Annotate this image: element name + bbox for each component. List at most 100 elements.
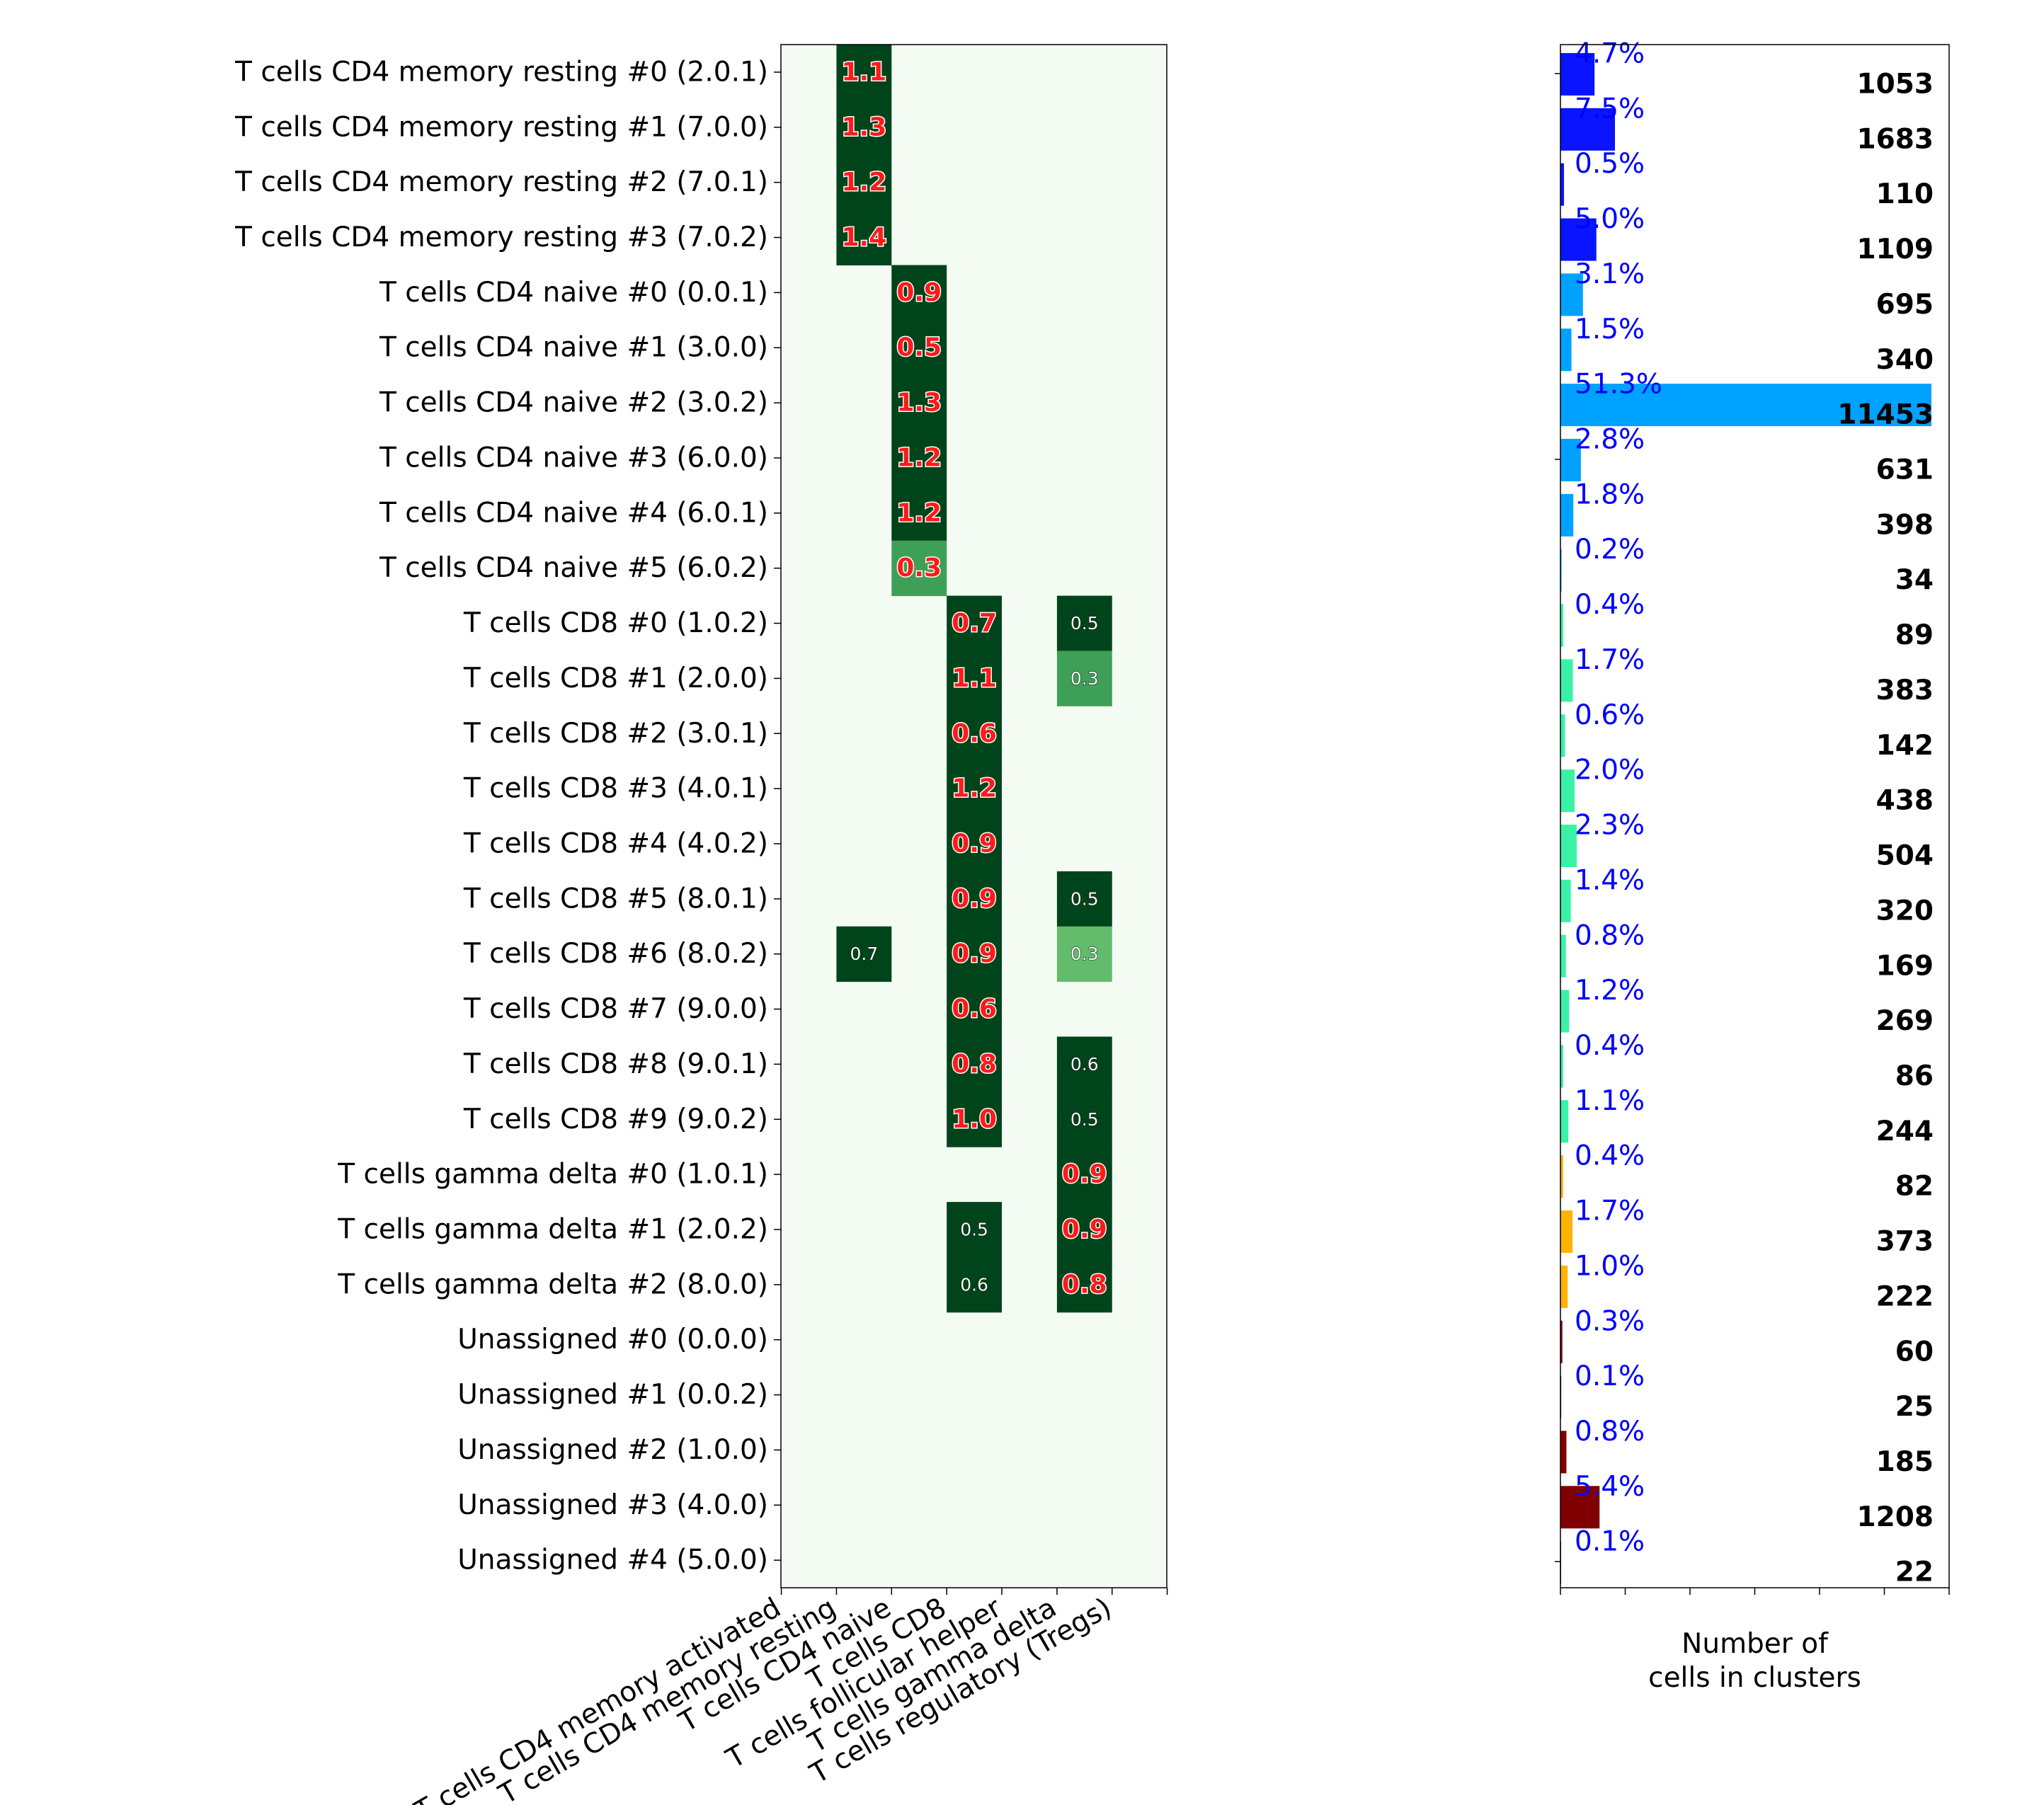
heatmap-cell-value: 0.5 — [1070, 888, 1099, 909]
bar-percent-label: 0.3% — [1575, 1305, 1645, 1337]
bar — [1560, 879, 1571, 922]
bar-count-label: 185 — [1876, 1446, 1934, 1478]
heatmap-cell-value: 1.4 — [841, 223, 886, 252]
heatmap-cell — [1056, 1147, 1112, 1203]
bar — [1560, 990, 1570, 1033]
bar-percent-label: 0.4% — [1575, 1140, 1645, 1172]
heatmap-cell-value: 0.9 — [1062, 1160, 1107, 1189]
row-label: T cells CD8 #4 (4.0.2) — [463, 827, 768, 859]
bar-percent-label: 0.2% — [1575, 534, 1645, 566]
bar-count-label: 11453 — [1837, 399, 1934, 431]
bar-percent-label: 0.8% — [1575, 919, 1645, 951]
bar-percent-label: 0.6% — [1575, 699, 1645, 731]
row-label: Unassigned #4 (5.0.0) — [457, 1545, 768, 1576]
row-label: T cells CD8 #2 (3.0.1) — [463, 718, 768, 750]
bar-count-label: 82 — [1895, 1171, 1934, 1203]
row-label: T cells CD4 naive #5 (6.0.2) — [379, 552, 768, 584]
bar — [1560, 1045, 1563, 1088]
heatmap-cell-value: 0.7 — [952, 609, 997, 638]
bar-count-label: 695 — [1876, 289, 1934, 321]
heatmap-cell — [947, 981, 1003, 1037]
heatmap-cell-value: 1.2 — [952, 774, 997, 803]
heatmap-cell-value: 0.3 — [896, 554, 942, 583]
heatmap-cell — [836, 926, 892, 982]
heatmap-cell-value: 0.6 — [952, 719, 997, 748]
row-label: T cells gamma delta #1 (2.0.2) — [337, 1213, 768, 1245]
heatmap-cell-value: 0.9 — [952, 884, 997, 913]
row-label: T cells gamma delta #0 (1.0.1) — [337, 1159, 768, 1191]
heatmap-cell-value: 0.8 — [952, 1050, 997, 1079]
row-label: T cells CD8 #0 (1.0.2) — [463, 607, 768, 639]
bar — [1560, 438, 1581, 481]
heatmap-cell — [947, 871, 1003, 927]
row-label: Unassigned #2 (1.0.0) — [457, 1434, 768, 1466]
heatmap-frame — [780, 44, 1167, 1588]
bar-count-label: 222 — [1876, 1280, 1934, 1312]
heatmap-cell — [836, 210, 892, 265]
heatmap-cell — [836, 154, 892, 211]
bar-percent-label: 0.8% — [1575, 1416, 1645, 1448]
bar-x-axis-label: Number of cells in clusters — [1648, 1628, 1861, 1694]
heatmap-cell-value: 1.2 — [841, 168, 886, 197]
bar-percent-label: 0.1% — [1575, 1360, 1645, 1392]
heatmap-cell-value: 0.9 — [1062, 1215, 1107, 1244]
heatmap-cell-value: 0.8 — [1062, 1270, 1107, 1299]
row-label: T cells gamma delta #2 (8.0.0) — [337, 1268, 768, 1300]
heatmap-cell — [891, 320, 947, 376]
bar-percent-label: 2.8% — [1575, 424, 1645, 456]
bar-count-label: 1208 — [1856, 1501, 1934, 1533]
bar-percent-label: 0.1% — [1575, 1526, 1645, 1558]
bar — [1560, 824, 1577, 867]
row-label: Unassigned #0 (0.0.0) — [457, 1324, 768, 1356]
bar-count-label: 25 — [1895, 1391, 1934, 1423]
heatmap-cell — [947, 595, 1003, 651]
bar — [1560, 1100, 1569, 1143]
bar-count-label: 383 — [1876, 675, 1934, 706]
heatmap-cell-value: 0.9 — [952, 939, 997, 968]
bar-chart: 4.7% 1053 7.5% 1683 0.5% 110 5.0% 1109 3.1% 695 1.… — [1555, 38, 1950, 1694]
bar-percent-label: 1.2% — [1575, 975, 1645, 1007]
heatmap-cell — [947, 816, 1003, 872]
bar-count-label: 89 — [1895, 619, 1934, 651]
bar-count-label: 1053 — [1856, 69, 1934, 101]
heatmap: 1.1 1.3 1.2 1.4 0.9 0.5 1.3 1.2 1.2 0.3 0.7 0.5 1.1 0… — [234, 44, 1168, 1805]
row-label: T cells CD4 memory resting #2 (7.0.1) — [234, 166, 768, 198]
heatmap-cell-value: 0.3 — [1070, 944, 1099, 964]
bar-count-label: 22 — [1895, 1557, 1934, 1588]
bar — [1560, 1486, 1600, 1529]
heatmap-cell — [1056, 1202, 1112, 1258]
bar — [1560, 328, 1572, 372]
bar-count-label: 504 — [1876, 840, 1934, 872]
bar-percent-label: 1.7% — [1575, 644, 1645, 676]
bar-percent-label: 0.4% — [1575, 1030, 1645, 1062]
heatmap-cell-value: 0.9 — [952, 829, 997, 858]
bar-percent-label: 1.4% — [1575, 864, 1645, 896]
row-label: T cells CD4 naive #4 (6.0.1) — [379, 497, 768, 529]
bar — [1560, 273, 1583, 316]
heatmap-cell — [947, 651, 1003, 706]
bar-percent-label: 1.1% — [1575, 1085, 1645, 1117]
bar-count-label: 1109 — [1856, 234, 1934, 265]
bar-count-label: 631 — [1876, 454, 1934, 486]
bar-percent-label: 1.7% — [1575, 1196, 1645, 1227]
bar — [1560, 1210, 1573, 1253]
heatmap-cell-value: 1.3 — [841, 113, 886, 142]
row-label: T cells CD8 #7 (9.0.0) — [463, 993, 768, 1025]
heatmap-cell-value: 1.1 — [952, 664, 997, 693]
bar-count-label: 86 — [1895, 1060, 1934, 1092]
heatmap-cell-value: 1.0 — [952, 1105, 997, 1134]
heatmap-cell — [947, 1091, 1003, 1147]
row-label: T cells CD8 #5 (8.0.1) — [463, 883, 768, 915]
heatmap-cell-value: 0.3 — [1070, 668, 1099, 689]
bar-percent-label: 2.0% — [1575, 755, 1645, 786]
row-label: T cells CD4 naive #3 (6.0.0) — [379, 442, 768, 474]
bar-percent-label: 5.4% — [1575, 1471, 1645, 1503]
row-label: T cells CD8 #6 (8.0.2) — [463, 938, 768, 970]
bar-percent-label: 5.0% — [1575, 203, 1645, 235]
bar — [1560, 1155, 1563, 1198]
row-label: Unassigned #3 (4.0.0) — [457, 1489, 768, 1521]
bar — [1560, 493, 1574, 537]
heatmap-cell-value: 1.2 — [896, 498, 942, 527]
bar-percent-label: 0.5% — [1575, 148, 1645, 180]
bar-percent-label: 2.3% — [1575, 810, 1645, 842]
